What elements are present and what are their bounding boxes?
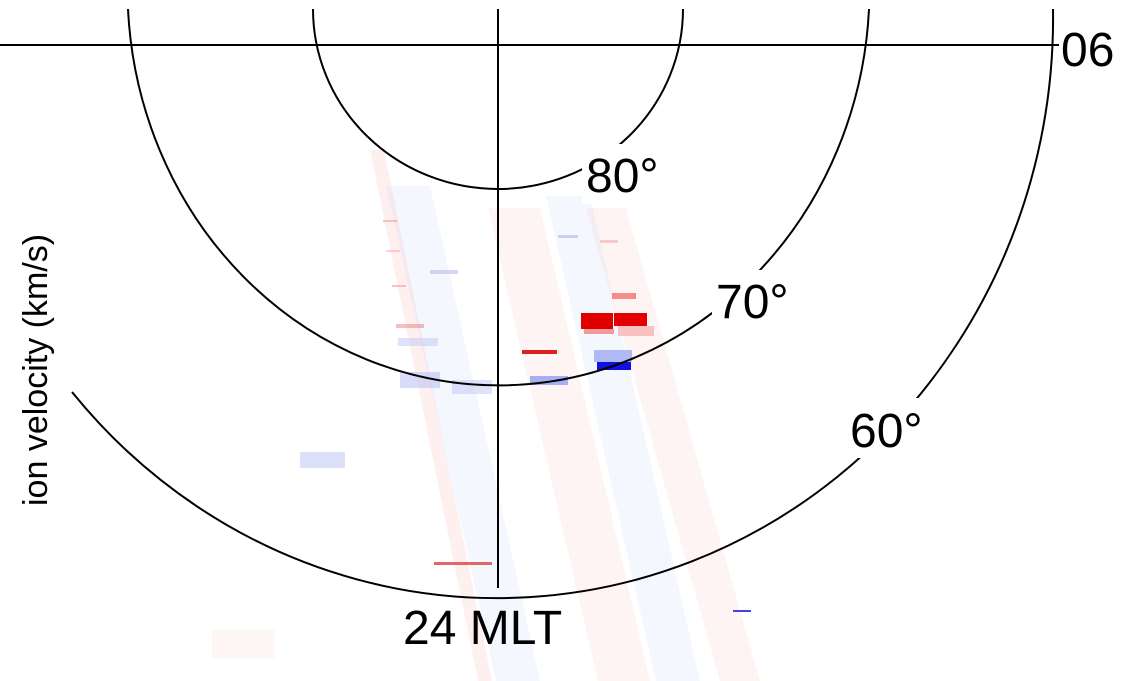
mlt-label-24: 24 MLT — [403, 602, 562, 655]
red-patch-bottom-left — [212, 630, 275, 658]
red-line-bottom — [434, 562, 492, 565]
blue-line-bottom-right — [733, 610, 751, 612]
latitude-label-70: 70° — [716, 276, 789, 329]
latitude-grid — [0, 8, 1059, 600]
blue-patch-isolated — [300, 452, 345, 468]
y-axis-label: ion velocity (km/s) — [17, 234, 55, 506]
blue-streak-2 — [558, 235, 578, 238]
latitude-labels: 80° 70° 60° — [582, 144, 938, 458]
latitude-circle-60 — [71, 8, 1055, 600]
blue-streak-1 — [530, 376, 568, 385]
latitude-label-60: 60° — [850, 405, 923, 458]
red-streak-1 — [522, 350, 557, 354]
velocity-data-layer — [212, 150, 760, 681]
track-a-faint-red — [370, 150, 492, 681]
track-c-faint-red — [488, 208, 650, 681]
strong-red-patch-2c — [618, 326, 654, 336]
track-a-streaks — [383, 220, 424, 328]
mlt-label-06: 06 — [1061, 24, 1114, 77]
blue-patch-halo — [594, 350, 632, 362]
strong-red-patch-1 — [581, 313, 613, 329]
strong-red-patch-1b — [584, 329, 614, 334]
strong-red-patch-2b — [612, 293, 636, 299]
latitude-label-80: 80° — [586, 150, 659, 203]
track-b-faint-blue — [386, 186, 540, 681]
red-streak-2 — [600, 240, 618, 243]
strong-red-patch-2 — [614, 313, 647, 326]
